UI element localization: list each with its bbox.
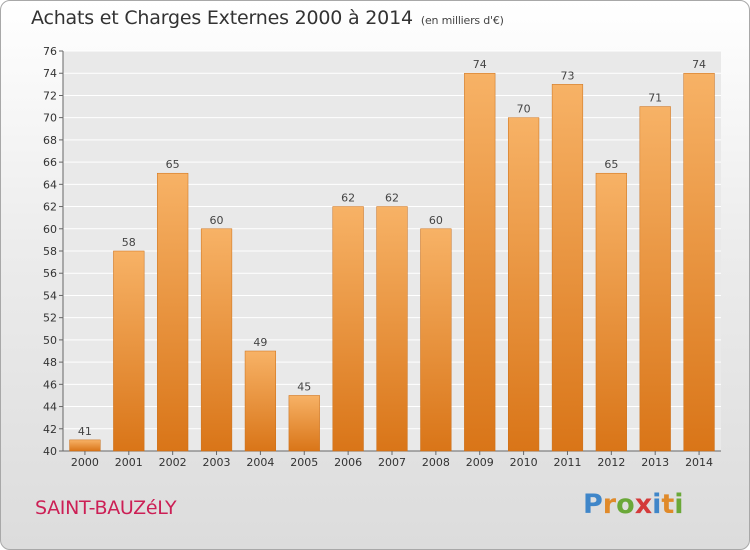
bar-2001 (113, 250, 145, 452)
y-tick-label: 46 (43, 378, 57, 391)
x-tick-label-2014: 2014 (685, 456, 713, 469)
bar-2008 (420, 228, 452, 452)
data-label-2013: 71 (648, 92, 662, 105)
data-label-2011: 73 (560, 69, 574, 82)
y-tick-label: 56 (43, 267, 57, 280)
data-label-2005: 45 (297, 380, 311, 393)
x-tick-label-2001: 2001 (115, 456, 143, 469)
bar-2002 (157, 172, 189, 452)
data-label-2004: 49 (253, 336, 267, 349)
y-tick-label: 64 (43, 178, 57, 191)
x-tick-label-2009: 2009 (466, 456, 494, 469)
x-tick-label-2010: 2010 (510, 456, 538, 469)
bar-2006 (332, 206, 364, 452)
x-tick-label-2008: 2008 (422, 456, 450, 469)
chart-title: Achats et Charges Externes 2000 à 2014 (e… (31, 7, 504, 29)
x-tick-label-2007: 2007 (378, 456, 406, 469)
y-tick-label: 76 (43, 45, 57, 58)
x-tick-label-2000: 2000 (71, 456, 99, 469)
data-label-2009: 74 (473, 58, 487, 71)
bar-2005 (288, 395, 320, 452)
y-tick-label: 66 (43, 156, 57, 169)
y-tick-label: 48 (43, 356, 57, 369)
chart-title-text: Achats et Charges Externes 2000 à 2014 (31, 7, 413, 29)
y-tick-label: 54 (43, 289, 57, 302)
bar-2010 (507, 117, 540, 452)
data-label-2008: 60 (429, 214, 443, 227)
x-tick-label-2012: 2012 (597, 456, 625, 469)
bar-2007 (376, 206, 408, 452)
y-tick-label: 52 (43, 312, 57, 325)
bar-2004 (244, 350, 277, 452)
x-tick-label-2013: 2013 (641, 456, 669, 469)
bar-2000 (69, 439, 101, 452)
y-tick-label: 40 (43, 445, 57, 458)
data-label-2006: 62 (341, 192, 355, 205)
x-tick-label-2005: 2005 (290, 456, 318, 469)
y-tick-label: 44 (43, 401, 57, 414)
data-label-2007: 62 (385, 192, 399, 205)
bar-2014 (683, 72, 715, 452)
data-label-2010: 70 (517, 103, 531, 116)
y-tick-label: 42 (43, 423, 57, 436)
data-label-2014: 74 (692, 58, 706, 71)
x-tick-label-2011: 2011 (553, 456, 581, 469)
y-tick-label: 70 (43, 112, 57, 125)
y-tick-label: 58 (43, 245, 57, 258)
x-tick-label-2003: 2003 (203, 456, 231, 469)
y-tick-label: 74 (43, 67, 57, 80)
commune-name: SAINT-BAUZéLY (35, 497, 177, 519)
bar-2009 (464, 72, 496, 452)
bar-2003 (200, 228, 233, 452)
bar-2012 (595, 172, 627, 452)
data-label-2012: 65 (604, 158, 618, 171)
chart-unit: (en milliers d'€) (420, 14, 504, 27)
data-label-2002: 65 (166, 158, 180, 171)
x-tick-label-2004: 2004 (246, 456, 274, 469)
bar-2011 (551, 84, 584, 452)
x-tick-label-2002: 2002 (159, 456, 187, 469)
y-tick-label: 50 (43, 334, 57, 347)
y-tick-label: 62 (43, 201, 57, 214)
y-tick-label: 68 (43, 134, 57, 147)
y-tick-label: 72 (43, 89, 57, 102)
x-tick-label-2006: 2006 (334, 456, 362, 469)
data-label-2000: 41 (78, 425, 92, 438)
data-label-2001: 58 (122, 236, 136, 249)
bar-2013 (639, 106, 671, 452)
proxiti-logo: Proxiti (583, 489, 684, 520)
data-label-2003: 60 (210, 214, 224, 227)
y-tick-label: 60 (43, 223, 57, 236)
